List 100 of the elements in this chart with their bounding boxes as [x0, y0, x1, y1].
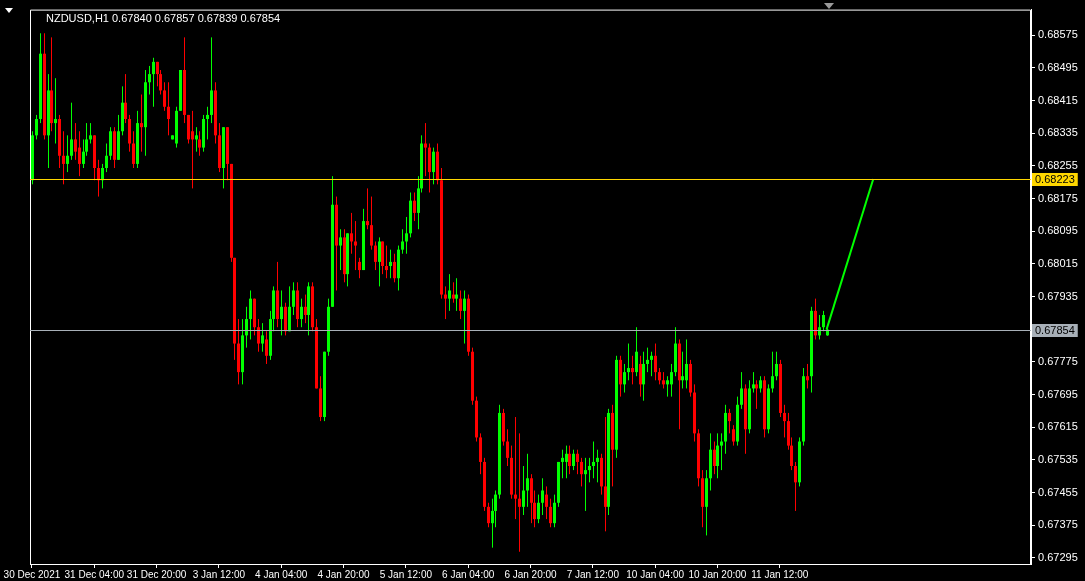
- candlestick: [623, 363, 626, 394]
- candlestick: [604, 416, 607, 532]
- candlestick: [755, 379, 758, 410]
- candlestick: [300, 298, 303, 328]
- y-tick-label: 0.67775: [1038, 354, 1078, 367]
- y-tick-label: 0.67295: [1038, 550, 1078, 563]
- candlestick: [794, 461, 797, 512]
- candlestick: [572, 449, 575, 471]
- x-tick-label: 31 Dec 20:00: [126, 568, 187, 580]
- y-tick-label: 0.68415: [1038, 93, 1078, 106]
- candlestick: [720, 432, 723, 471]
- candlestick: [167, 81, 170, 136]
- x-tick-label: 5 Jan 12:00: [379, 568, 433, 580]
- candlestick: [261, 322, 264, 353]
- candlestick: [487, 502, 490, 528]
- candlestick: [732, 424, 735, 447]
- candlestick: [66, 134, 69, 173]
- candlestick: [206, 106, 209, 140]
- candlestick: [444, 285, 447, 320]
- candlestick: [522, 465, 525, 516]
- candlestick: [592, 441, 595, 479]
- candlestick: [350, 212, 353, 255]
- candlestick: [292, 281, 295, 316]
- candlestick: [374, 240, 377, 271]
- candlestick: [74, 122, 77, 161]
- candlestick: [89, 122, 92, 145]
- candlestick: [568, 445, 571, 475]
- candlestick: [424, 122, 427, 177]
- candlestick: [393, 253, 396, 283]
- candlestick: [152, 57, 155, 108]
- ref-line-label: 0.68223: [1035, 172, 1075, 185]
- candlestick: [752, 371, 755, 394]
- x-tick-label: 4 Jan 04:00: [255, 568, 308, 580]
- candlestick: [280, 289, 283, 336]
- candlestick: [405, 216, 408, 255]
- candlestick: [245, 306, 248, 349]
- candlestick: [627, 343, 630, 381]
- candlestick: [685, 338, 688, 389]
- y-tick-label: 0.67455: [1038, 485, 1078, 498]
- candlestick: [257, 318, 260, 353]
- candlestick: [537, 494, 540, 524]
- candlestick: [62, 130, 65, 185]
- x-tick-label: 3 Jan 12:00: [192, 568, 246, 580]
- candlestick: [549, 498, 552, 528]
- y-tick-label: 0.68335: [1038, 126, 1078, 139]
- candlestick: [191, 110, 194, 189]
- candlestick: [526, 453, 529, 508]
- y-tick-label: 0.67615: [1038, 420, 1078, 433]
- candlestick: [54, 77, 57, 145]
- candlestick: [124, 73, 127, 124]
- ref-line-label: 0.67854: [1035, 323, 1075, 336]
- candlestick: [740, 371, 743, 410]
- candlestick: [576, 449, 579, 475]
- candlestick: [463, 289, 466, 345]
- x-tick-label: 10 Jan 04:00: [626, 568, 685, 580]
- candlestick: [639, 355, 642, 398]
- candlestick: [518, 432, 521, 553]
- x-tick-label: 11 Jan 12:00: [751, 568, 809, 580]
- candlestick: [432, 147, 435, 185]
- candlestick: [354, 220, 357, 271]
- candlestick: [358, 257, 361, 279]
- candlestick: [140, 94, 143, 153]
- candlestick: [670, 363, 673, 398]
- y-tick-label: 0.68015: [1038, 256, 1078, 269]
- candlestick: [448, 273, 451, 312]
- x-tick-label: 4 Jan 20:00: [317, 568, 371, 580]
- candlestick: [642, 351, 645, 402]
- x-tick-label: 10 Jan 20:00: [688, 568, 747, 580]
- candlestick: [132, 130, 135, 169]
- candlestick: [105, 143, 108, 173]
- y-tick-label: 0.67695: [1038, 387, 1078, 400]
- candlestick: [339, 228, 342, 271]
- candlestick: [514, 416, 517, 520]
- x-tick-label: 31 Dec 04:00: [64, 568, 125, 580]
- candlestick: [35, 114, 38, 140]
- candlestick: [541, 477, 544, 516]
- y-tick-label: 0.67375: [1038, 518, 1078, 531]
- x-tick-label: 7 Jan 12:00: [566, 568, 620, 580]
- candlestick: [771, 351, 774, 394]
- candlestick: [148, 65, 151, 96]
- x-tick-label: 6 Jan 20:00: [504, 568, 558, 580]
- candlestick: [654, 343, 657, 381]
- candlestick: [455, 277, 458, 312]
- candlestick: [666, 375, 669, 398]
- candlestick: [596, 449, 599, 483]
- candlestick: [553, 494, 556, 528]
- candlestick: [459, 289, 462, 320]
- candlestick: [646, 347, 649, 373]
- y-tick-label: 0.68175: [1038, 191, 1078, 204]
- candlestick: [713, 441, 716, 475]
- candlestick: [775, 351, 778, 381]
- candlestick: [650, 351, 653, 377]
- candlestick: [783, 404, 786, 438]
- candlestick: [163, 81, 166, 112]
- candlestick: [635, 326, 638, 377]
- candlestick: [304, 294, 307, 324]
- candlestick: [70, 102, 73, 161]
- candlestick: [561, 449, 564, 479]
- y-tick-label: 0.67535: [1038, 452, 1078, 465]
- candlestick: [370, 196, 373, 251]
